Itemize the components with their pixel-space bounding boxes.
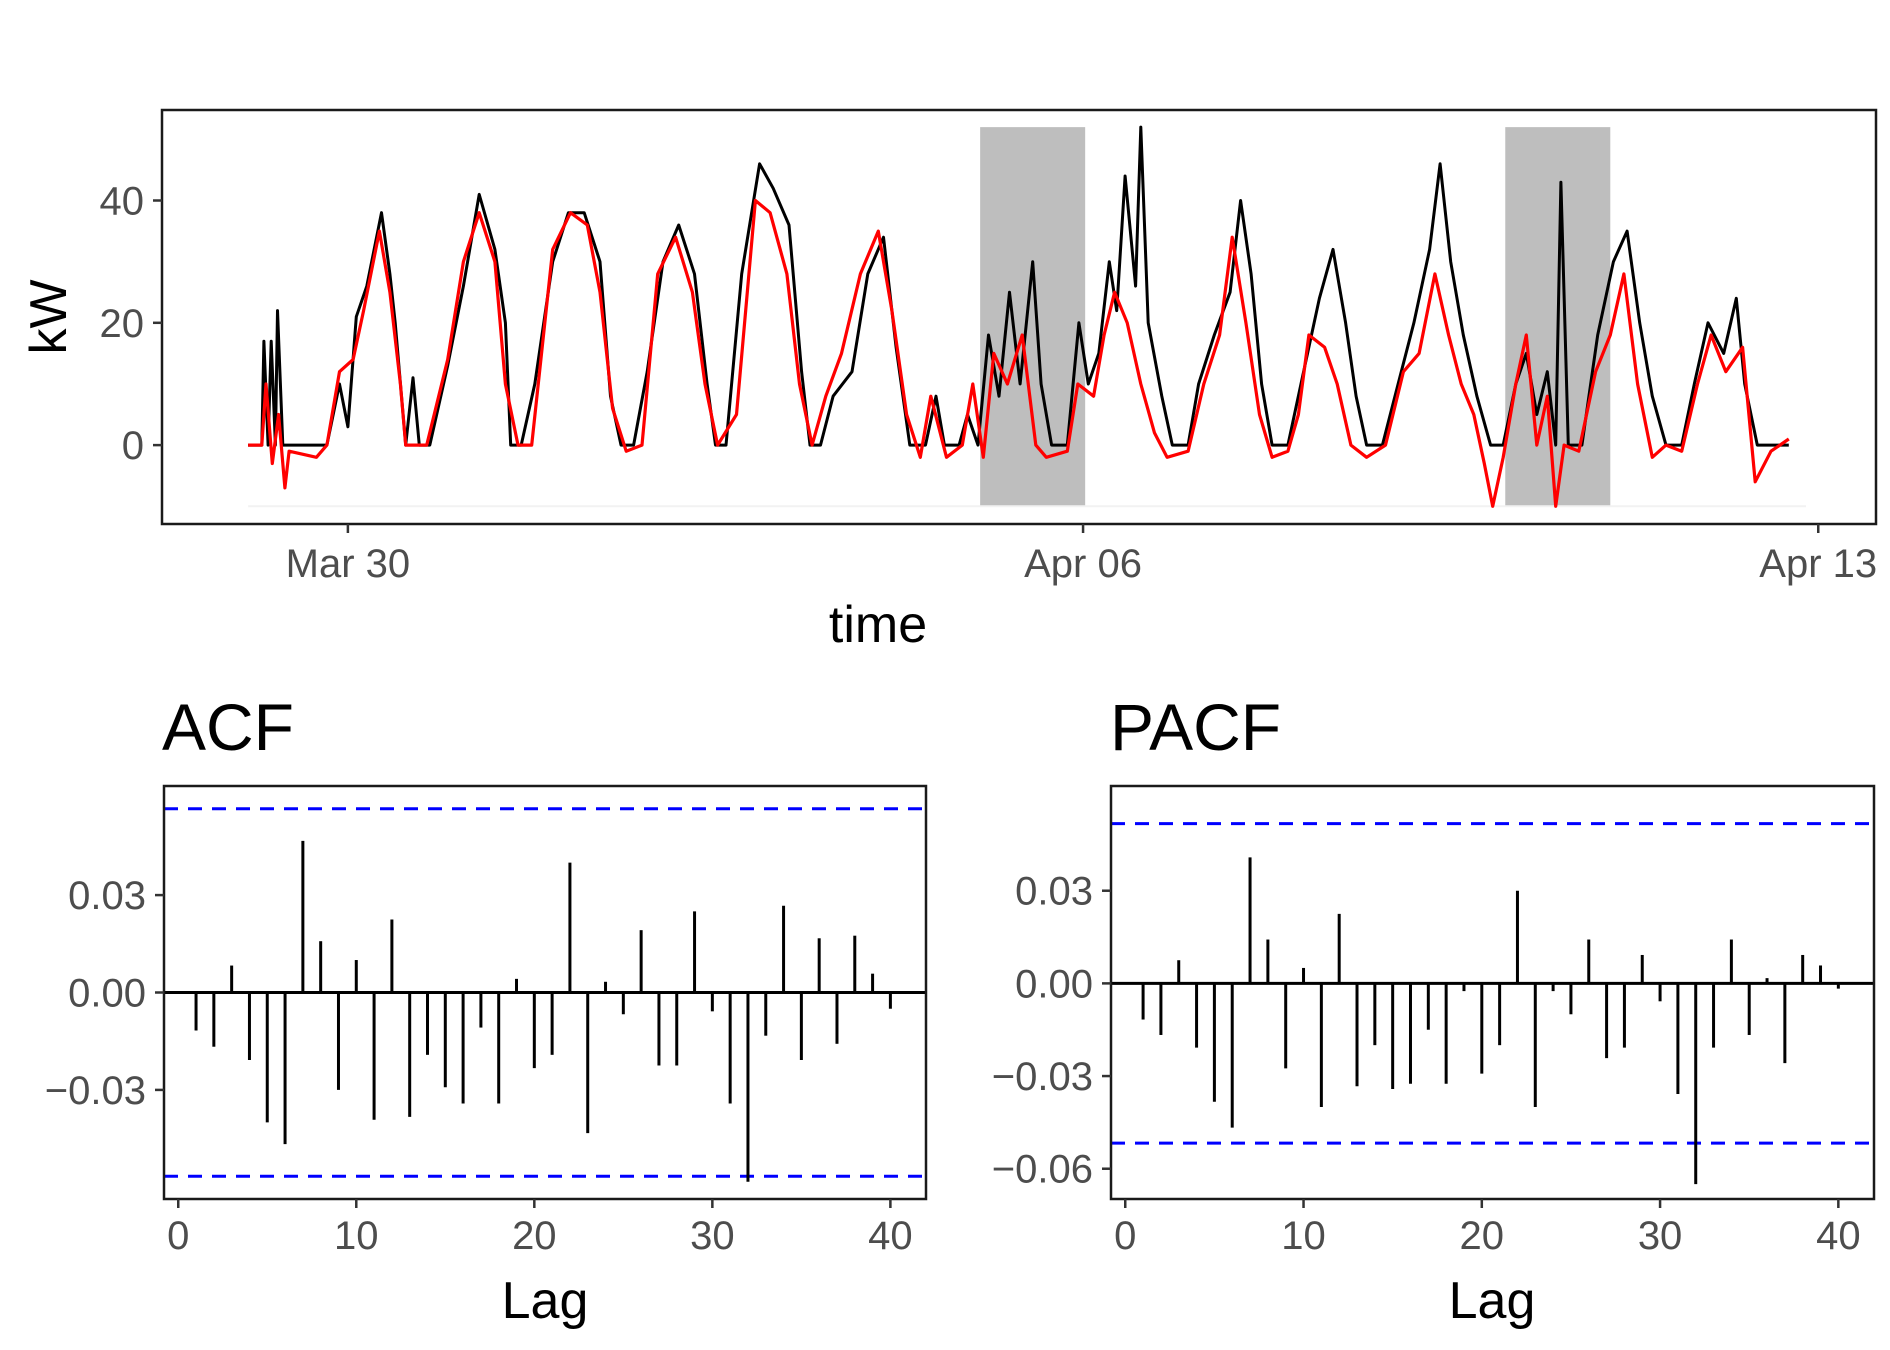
pacf-y-tick-label: −0.03 xyxy=(992,1055,1093,1099)
pacf-panel: PACF −0.06 −0.03 0.00 0.03 0 10 20 30 40 Lag xyxy=(992,690,1876,1330)
pacf-x-tick-label: 0 xyxy=(1114,1214,1136,1258)
acf-confidence-bounds xyxy=(164,807,926,1178)
observed-series-line xyxy=(248,125,1789,447)
acf-y-tick-label: 0.03 xyxy=(68,874,146,918)
power-y-tick-label: 40 xyxy=(100,180,145,224)
acf-y-tick-label: 0.00 xyxy=(68,972,146,1016)
power-y-tick-label: 20 xyxy=(100,302,145,346)
acf-bars xyxy=(194,840,892,1182)
acf-x-axis: 0 10 20 30 40 xyxy=(167,1199,913,1258)
pacf-x-axis-title: Lag xyxy=(1449,1272,1536,1330)
power-panel: 0 20 40 Mar 30 Apr 06 Apr 13 time kW xyxy=(20,108,1878,654)
acf-x-tick-label: 0 xyxy=(167,1214,189,1258)
pacf-panel-frame xyxy=(1109,784,1876,1201)
power-x-axis: Mar 30 Apr 06 Apr 13 xyxy=(286,524,1877,586)
pacf-y-tick-label: −0.06 xyxy=(992,1148,1093,1192)
acf-y-tick-label: −0.03 xyxy=(45,1069,146,1113)
power-x-tick-label: Apr 13 xyxy=(1759,542,1877,586)
acf-x-tick-label: 30 xyxy=(690,1214,735,1258)
pacf-x-tick-label: 30 xyxy=(1638,1214,1683,1258)
shaded-region-1 xyxy=(980,127,1086,507)
weekend-shading xyxy=(980,127,1611,507)
pacf-x-tick-label: 10 xyxy=(1281,1214,1326,1258)
acf-x-axis-title: Lag xyxy=(502,1272,589,1330)
pacf-y-tick-label: 0.00 xyxy=(1015,962,1093,1006)
acf-x-tick-label: 20 xyxy=(512,1214,557,1258)
power-x-axis-title: time xyxy=(829,596,927,654)
pacf-bars xyxy=(1141,857,1840,1185)
pacf-y-axis: −0.06 −0.03 0.00 0.03 xyxy=(992,870,1111,1192)
acf-panel: ACF −0.03 0.00 0.03 0 10 20 30 40 Lag xyxy=(45,690,928,1330)
acf-x-tick-label: 40 xyxy=(868,1214,913,1258)
pacf-x-tick-label: 20 xyxy=(1460,1214,1505,1258)
fitted-series-line xyxy=(248,198,1790,508)
power-y-axis-title: kW xyxy=(20,279,78,354)
power-y-axis: 0 20 40 xyxy=(100,180,162,468)
power-x-tick-label: Apr 06 xyxy=(1024,542,1142,586)
acf-y-axis: −0.03 0.00 0.03 xyxy=(45,874,164,1113)
power-x-tick-label: Mar 30 xyxy=(286,542,411,586)
pacf-x-axis: 0 10 20 30 40 xyxy=(1114,1199,1861,1258)
pacf-confidence-bounds xyxy=(1111,822,1874,1145)
power-panel-frame xyxy=(160,108,1878,526)
pacf-y-tick-label: 0.03 xyxy=(1015,870,1093,914)
power-y-tick-label: 0 xyxy=(122,424,144,468)
acf-panel-title: ACF xyxy=(162,690,294,764)
pacf-panel-title: PACF xyxy=(1110,690,1281,764)
acf-x-tick-label: 10 xyxy=(334,1214,379,1258)
pacf-x-tick-label: 40 xyxy=(1816,1214,1861,1258)
